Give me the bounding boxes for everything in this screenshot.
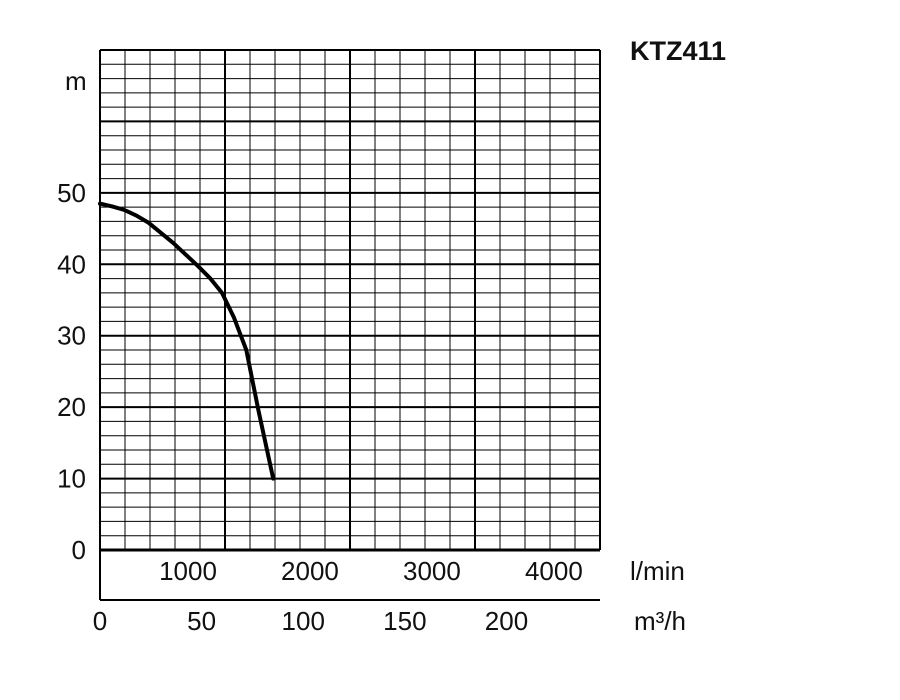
y-tick-label: 10	[57, 464, 86, 494]
chart-series	[98, 201, 276, 481]
x-secondary-tick-label: 50	[187, 606, 216, 636]
chart-title: KTZ411	[630, 36, 726, 66]
chart-axes	[99, 50, 600, 601]
x-secondary-unit-label: m³/h	[634, 606, 686, 636]
y-tick-label: 20	[57, 392, 86, 422]
x-primary-unit-label: l/min	[630, 556, 685, 586]
x-primary-tick-label: 4000	[525, 556, 583, 586]
x-primary-tick-label: 1000	[159, 556, 217, 586]
y-tick-label: 30	[57, 321, 86, 351]
x-secondary-tick-label: 200	[485, 606, 528, 636]
x-secondary-tick-label: 100	[282, 606, 325, 636]
x-primary-tick-label: 3000	[403, 556, 461, 586]
x-primary-tick-label: 2000	[281, 556, 339, 586]
chart-grid	[99, 49, 601, 551]
y-tick-label: 40	[57, 249, 86, 279]
x-secondary-tick-label: 0	[93, 606, 107, 636]
series-line-pump-curve	[98, 201, 276, 481]
y-axis-unit-label: m	[65, 66, 87, 96]
y-tick-label: 0	[72, 535, 86, 565]
chart-ticks: 0 10 20 30 40 50 1000 2000 3000 4000 0 50 100 150 200	[57, 178, 583, 636]
x-secondary-tick-label: 150	[383, 606, 426, 636]
y-tick-label: 50	[57, 178, 86, 208]
